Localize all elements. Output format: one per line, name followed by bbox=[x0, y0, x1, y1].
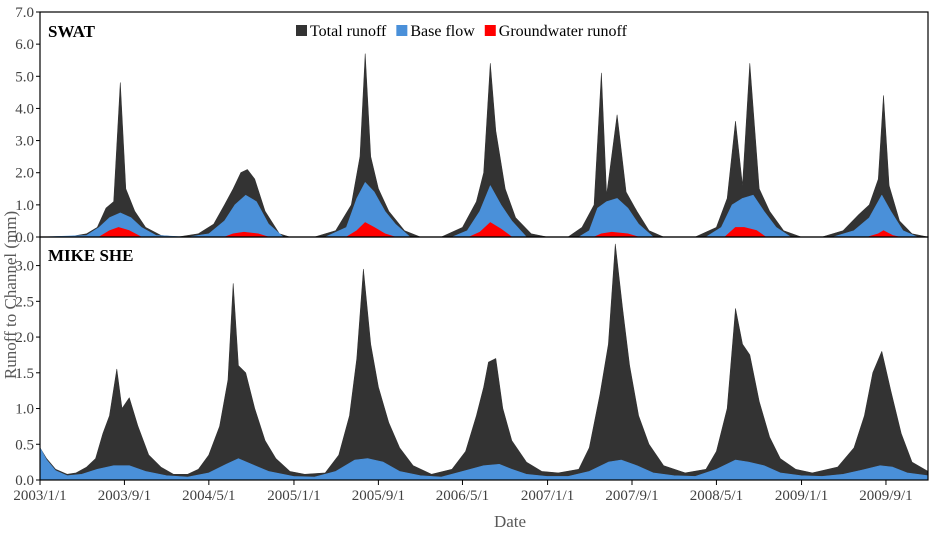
legend-swatch bbox=[484, 25, 496, 36]
y-tick-label: 0.5 bbox=[15, 437, 34, 453]
x-tick-label: 2007/1/1 bbox=[521, 488, 574, 504]
swat-panel: 0.0 1.0 2.0 3.0 4.0 5.0 6.0 7.0 SWAT bbox=[15, 5, 929, 246]
x-tick-label: 2003/1/1 bbox=[13, 488, 66, 504]
x-axis-label: Date bbox=[494, 512, 526, 531]
legend-label: Groundwater runoff bbox=[499, 23, 628, 40]
x-tick-label: 2005/1/1 bbox=[267, 488, 320, 504]
y-tick-label: 1.0 bbox=[15, 402, 34, 418]
legend-swatch bbox=[396, 25, 408, 36]
x-tick-label: 2007/9/1 bbox=[605, 488, 658, 504]
x-tick-label: 2006/5/1 bbox=[436, 488, 489, 504]
y-axis-label: Runoff to Channel (mm) bbox=[1, 211, 20, 379]
y-tick-label: 0.0 bbox=[15, 473, 34, 489]
x-tick-label: 2008/5/1 bbox=[690, 488, 743, 504]
y-tick-label: 2.0 bbox=[15, 166, 34, 182]
y-tick-label: 2.0 bbox=[15, 330, 34, 346]
chart-legend: Total runoff Base flow Groundwater runoff bbox=[296, 23, 628, 40]
panel-title: MIKE SHE bbox=[48, 246, 134, 265]
y-tick-label: 2.5 bbox=[15, 294, 34, 310]
y-tick-label: 3.0 bbox=[15, 134, 34, 150]
plot-frame bbox=[39, 236, 929, 481]
y-tick-label: 7.0 bbox=[15, 5, 34, 21]
mike-she-panel: 0.0 0.5 1.0 1.5 2.0 2.5 3.0 MIKE SHE bbox=[15, 236, 929, 489]
legend-swatch bbox=[296, 25, 307, 36]
x-tick-label: 2005/9/1 bbox=[352, 488, 405, 504]
x-tick-label: 2009/9/1 bbox=[859, 488, 912, 504]
series-area-base-flow bbox=[39, 447, 929, 481]
x-tick-label: 2003/9/1 bbox=[98, 488, 151, 504]
legend-label: Base flow bbox=[410, 23, 475, 40]
panel-title: SWAT bbox=[48, 22, 96, 41]
y-tick-label: 1.0 bbox=[15, 198, 34, 214]
y-tick-label: 4.0 bbox=[15, 101, 34, 117]
x-axis: 2003/1/1 2003/9/1 2004/5/1 2005/1/1 2005/9/1… bbox=[13, 480, 913, 504]
y-tick-label: 6.0 bbox=[15, 37, 34, 53]
y-tick-label: 0.0 bbox=[15, 230, 34, 246]
y-tick-label: 1.5 bbox=[15, 366, 34, 382]
x-tick-label: 2004/5/1 bbox=[182, 488, 235, 504]
legend-label: Total runoff bbox=[310, 23, 387, 40]
series-area-base-flow bbox=[39, 182, 918, 238]
series-area-total-runoff bbox=[39, 243, 929, 481]
x-tick-label: 2009/1/1 bbox=[775, 488, 828, 504]
y-tick-label: 3.0 bbox=[15, 259, 34, 275]
y-tick-label: 5.0 bbox=[15, 69, 34, 85]
